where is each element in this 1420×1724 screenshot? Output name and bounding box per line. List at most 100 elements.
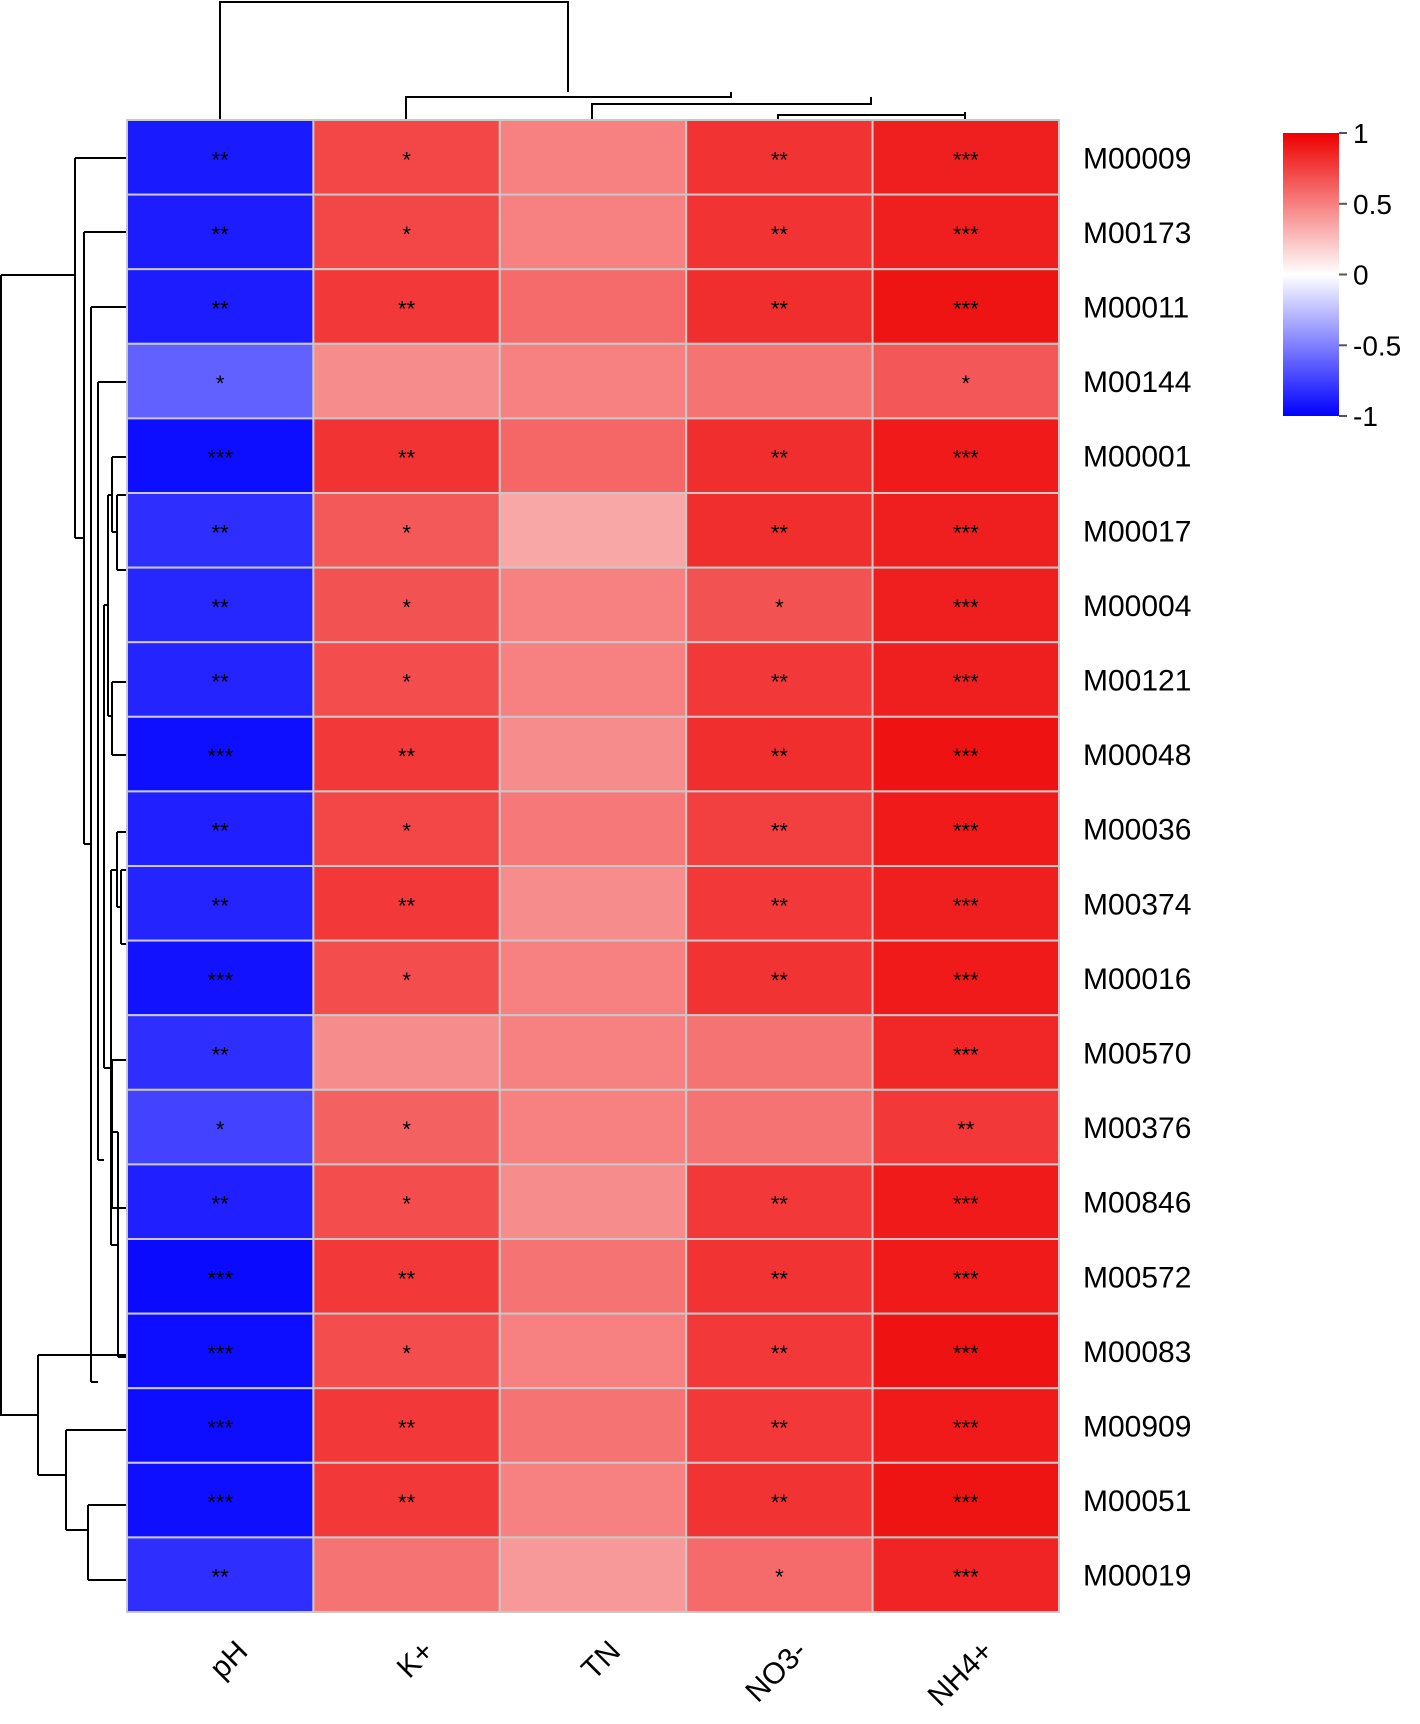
heatmap-cell	[498, 865, 688, 942]
significance-label: *	[402, 520, 411, 545]
heatmap-cell	[498, 417, 688, 494]
significance-label: *	[402, 1192, 411, 1217]
heatmap-cell	[685, 1461, 874, 1539]
heatmap-cell	[685, 566, 874, 644]
significance-label: **	[771, 893, 789, 918]
significance-label: **	[398, 1490, 416, 1515]
column-labels: pH K+ TN NO3- NH4+	[204, 1635, 1000, 1713]
significance-label: ***	[953, 1192, 979, 1217]
heatmap-cell	[498, 1088, 688, 1166]
row-label: M00019	[1083, 1560, 1191, 1593]
heatmap-cell	[312, 417, 501, 494]
heatmap-cell	[498, 268, 688, 345]
heatmap-cell	[126, 1536, 315, 1614]
significance-label: *	[402, 147, 411, 172]
heatmap-cell	[685, 492, 874, 569]
heatmap-cell	[126, 715, 315, 793]
legend-tick-label: 1	[1353, 118, 1369, 149]
heatmap-cell	[871, 417, 1060, 494]
heatmap-border	[126, 119, 1060, 1613]
heatmap-cell	[312, 1014, 501, 1091]
significance-label: **	[771, 1490, 789, 1515]
significance-label: **	[771, 819, 789, 844]
heatmap-cell	[871, 865, 1060, 942]
heatmap-cell	[871, 342, 1060, 420]
heatmap-cell	[498, 641, 688, 718]
column-label: NO3-	[739, 1635, 813, 1709]
heatmap-cell	[871, 492, 1060, 569]
significance-label: **	[212, 1192, 230, 1217]
heatmap-cell	[871, 1014, 1060, 1091]
heatmap-cell	[312, 342, 501, 420]
heatmap-cell	[498, 1536, 688, 1614]
heatmap-cell	[312, 1088, 501, 1166]
significance-label: *	[402, 595, 411, 620]
heatmap-cell	[871, 268, 1060, 345]
heatmap-cell	[685, 417, 874, 494]
color-legend: 1 0.5 0 -0.5 -1	[1283, 118, 1401, 432]
column-label: pH	[204, 1635, 254, 1685]
significance-label: **	[771, 1266, 789, 1291]
legend-tick-label: -1	[1353, 401, 1378, 432]
significance-label: **	[771, 744, 789, 769]
heatmap-cell	[498, 566, 688, 644]
significance-label: ***	[953, 744, 979, 769]
significance-label: **	[212, 670, 230, 695]
significance-label: ***	[207, 968, 233, 993]
significance-label: ***	[953, 595, 979, 620]
row-label: M00048	[1083, 739, 1191, 772]
row-label: M00001	[1083, 441, 1191, 474]
heatmap-cell	[498, 790, 688, 868]
significance-label: ***	[953, 297, 979, 322]
heatmap-cell	[126, 1387, 315, 1464]
heatmap-cell	[126, 1238, 315, 1315]
heatmap-cell	[312, 119, 501, 196]
significance-label: **	[212, 819, 230, 844]
heatmap-cell	[126, 1461, 315, 1539]
heatmap-cell	[312, 790, 501, 868]
heatmap-cell	[126, 865, 315, 942]
significance-label: **	[398, 744, 416, 769]
significance-marks: ** * ** ***** * ** ***** ** ** **** **** ** ** ***** *…	[207, 147, 979, 1589]
heatmap-cell	[312, 641, 501, 718]
significance-label: ***	[207, 1341, 233, 1366]
heatmap-cell	[498, 939, 688, 1017]
significance-label: **	[212, 520, 230, 545]
heatmap-cell	[312, 865, 501, 942]
heatmap-cell	[312, 268, 501, 345]
significance-label: ***	[953, 1565, 979, 1590]
significance-label: **	[398, 446, 416, 471]
significance-label: ***	[953, 147, 979, 172]
significance-label: *	[775, 595, 784, 620]
significance-label: *	[402, 1117, 411, 1142]
row-label: M00173	[1083, 217, 1191, 250]
significance-label: **	[398, 1266, 416, 1291]
column-dendrogram	[219, 1, 966, 120]
significance-label: **	[398, 893, 416, 918]
row-label: M00009	[1083, 142, 1191, 175]
significance-label: **	[771, 446, 789, 471]
significance-label: ***	[953, 446, 979, 471]
column-label: TN	[575, 1635, 627, 1687]
significance-label: *	[402, 968, 411, 993]
heatmap-cell	[685, 641, 874, 718]
significance-label: **	[212, 147, 230, 172]
row-label: M00036	[1083, 814, 1191, 847]
significance-label: **	[771, 670, 789, 695]
significance-label: **	[771, 968, 789, 993]
significance-label: **	[771, 1341, 789, 1366]
significance-label: **	[771, 222, 789, 247]
row-label: M00570	[1083, 1038, 1191, 1071]
legend-ticks: 1 0.5 0 -0.5 -1	[1339, 118, 1401, 432]
heatmap-cell	[498, 1312, 688, 1390]
significance-label: *	[775, 1565, 784, 1590]
significance-label: ***	[953, 1416, 979, 1441]
significance-label: *	[402, 819, 411, 844]
row-labels: M00009 M00173 M00011 M00144 M00001 M00017 M000…	[1083, 142, 1191, 1592]
row-dendrogram	[0, 157, 127, 1581]
significance-label: ***	[207, 446, 233, 471]
row-label: M00051	[1083, 1485, 1191, 1518]
heatmap-cell	[126, 641, 315, 718]
significance-label: ***	[953, 1341, 979, 1366]
significance-label: ***	[207, 1490, 233, 1515]
